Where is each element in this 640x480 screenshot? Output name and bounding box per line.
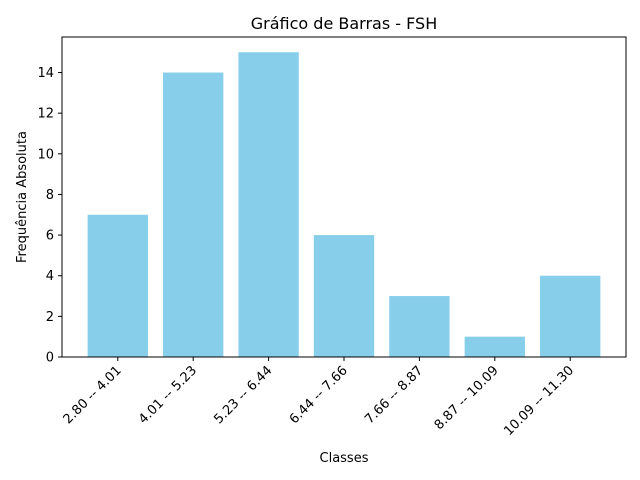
bar-2 (238, 52, 299, 357)
x-tick-label-1: 4.01 -- 5.23 (136, 363, 200, 427)
x-tick-label-0: 2.80 -- 4.01 (61, 363, 125, 427)
y-tick-label-7: 14 (37, 66, 54, 81)
chart-title: Gráfico de Barras - FSH (251, 14, 437, 33)
y-tick-label-0: 0 (46, 351, 54, 366)
x-tick-label-2: 5.23 -- 6.44 (211, 363, 275, 427)
y-tick-label-2: 4 (46, 269, 54, 284)
y-tick-label-6: 12 (37, 107, 54, 122)
y-axis: 0 2 4 6 8 10 12 14 (37, 66, 62, 366)
x-tick-label-5: 8.87 -- 10.09 (432, 363, 502, 433)
y-tick-label-4: 8 (46, 188, 54, 203)
y-tick-label-5: 10 (37, 147, 54, 162)
y-tick-label-3: 6 (46, 229, 54, 244)
x-tick-label-4: 7.66 -- 8.87 (362, 363, 426, 427)
x-tick-label-3: 6.44 -- 7.66 (287, 363, 351, 427)
bar-0 (87, 214, 148, 357)
y-tick-label-1: 2 (46, 310, 54, 325)
bars-group (87, 52, 601, 358)
bar-3 (313, 235, 375, 357)
bar-6 (540, 275, 601, 357)
bar-5 (464, 336, 525, 357)
plot-frame (61, 36, 627, 358)
bar-1 (163, 72, 224, 358)
bar-4 (389, 296, 450, 357)
x-axis-label: Classes (320, 451, 369, 466)
x-tick-label-6: 10.09 -- 11.30 (501, 363, 577, 439)
y-axis-label: Frequência Absoluta (15, 131, 30, 263)
x-axis: 2.80 -- 4.01 4.01 -- 5.23 5.23 -- 6.44 6.44… (61, 357, 577, 439)
